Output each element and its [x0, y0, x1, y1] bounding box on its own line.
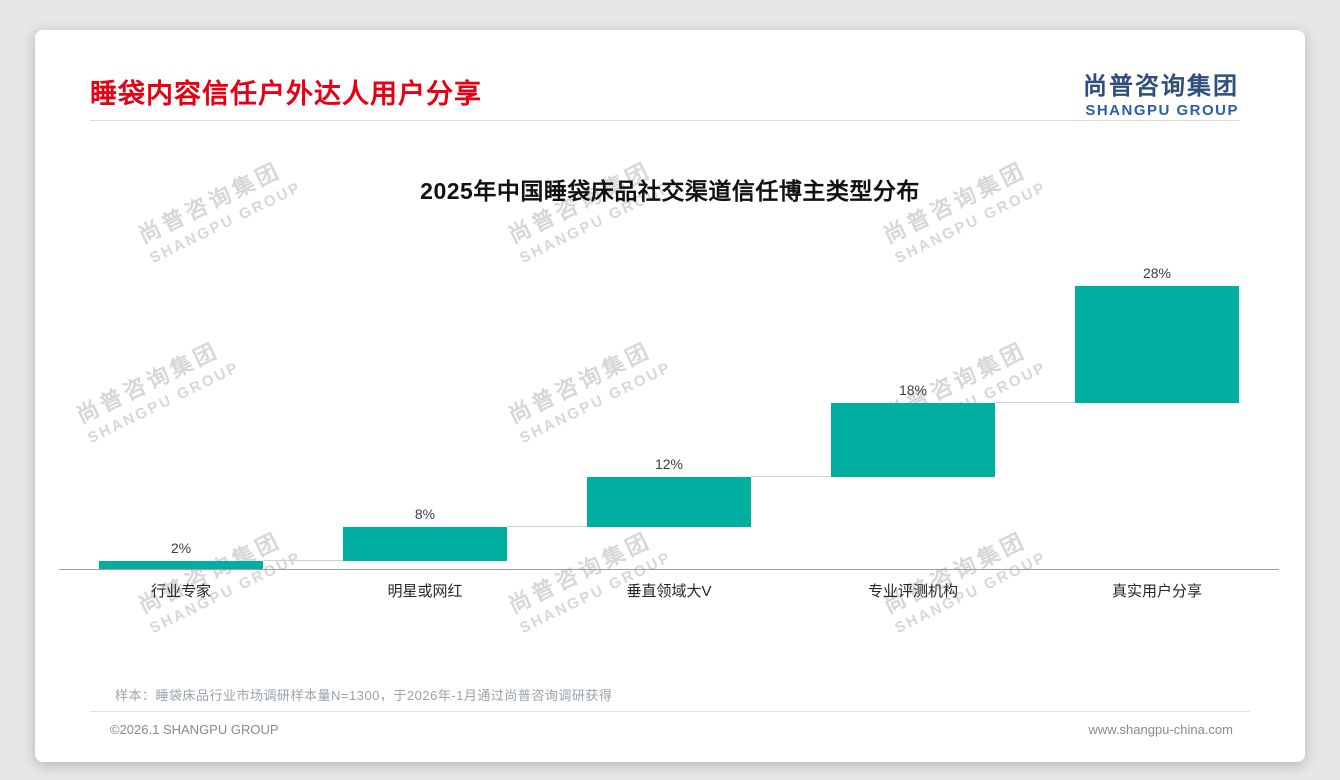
chart-bar: [99, 560, 263, 569]
logo-cn-text: 尚普咨询集团: [1083, 73, 1239, 100]
chart-plot: 2% 8% 12% 18% 28%: [59, 262, 1279, 570]
footer: ©2026.1 SHANGPU GROUP www.shangpu-china.…: [110, 722, 1233, 737]
category-label: 垂直领域大V: [626, 583, 712, 600]
category-label: 行业专家: [150, 583, 211, 600]
connector-line: [507, 526, 587, 528]
category-axis: 行业专家 明星或网红 垂直领域大V 专业评测机构 真实用户分享: [59, 580, 1279, 601]
chart-bar: [343, 527, 507, 561]
slide: 尚普咨询集团 SHANGPU GROUP 尚普咨询集团 SHANGPU GROUP 尚普…: [35, 30, 1305, 762]
page-title: 睡袋内容信任户外达人用户分享: [90, 79, 482, 109]
category-label: 专业评测机构: [867, 583, 958, 600]
logo-en-text: SHANGPU GROUP: [1085, 102, 1239, 119]
chart-bar: [587, 477, 751, 528]
chart-bar: [831, 402, 995, 478]
footnote: 样本：睡袋床品行业市场调研样本量N=1300，于2026年-1月通过尚普咨询调研…: [115, 688, 613, 703]
category-label: 真实用户分享: [1111, 583, 1202, 600]
copyright-text: ©2026.1 SHANGPU GROUP: [110, 722, 279, 737]
connector-line: [263, 559, 343, 561]
website-text: www.shangpu-china.com: [1088, 722, 1233, 737]
bar-value-label: 28%: [1142, 265, 1172, 281]
header-divider: [90, 120, 1240, 121]
connector-line: [995, 401, 1075, 403]
logo: 尚普咨询集团 SHANGPU GROUP: [1083, 66, 1239, 119]
bar-value-label: 12%: [654, 456, 684, 473]
content: 睡袋内容信任户外达人用户分享 尚普咨询集团 SHANGPU GROUP 2025…: [35, 30, 1305, 762]
bar-value-label: 2%: [170, 539, 192, 556]
category-label: 明星或网红: [387, 583, 463, 600]
chart-title: 2025年中国睡袋床品社交渠道信任博主类型分布: [420, 178, 920, 204]
chart-bar: [1075, 286, 1239, 403]
connector-line: [751, 476, 831, 478]
bar-value-label: 8%: [414, 506, 436, 523]
footer-divider: [90, 711, 1250, 712]
bar-value-label: 18%: [898, 381, 928, 398]
